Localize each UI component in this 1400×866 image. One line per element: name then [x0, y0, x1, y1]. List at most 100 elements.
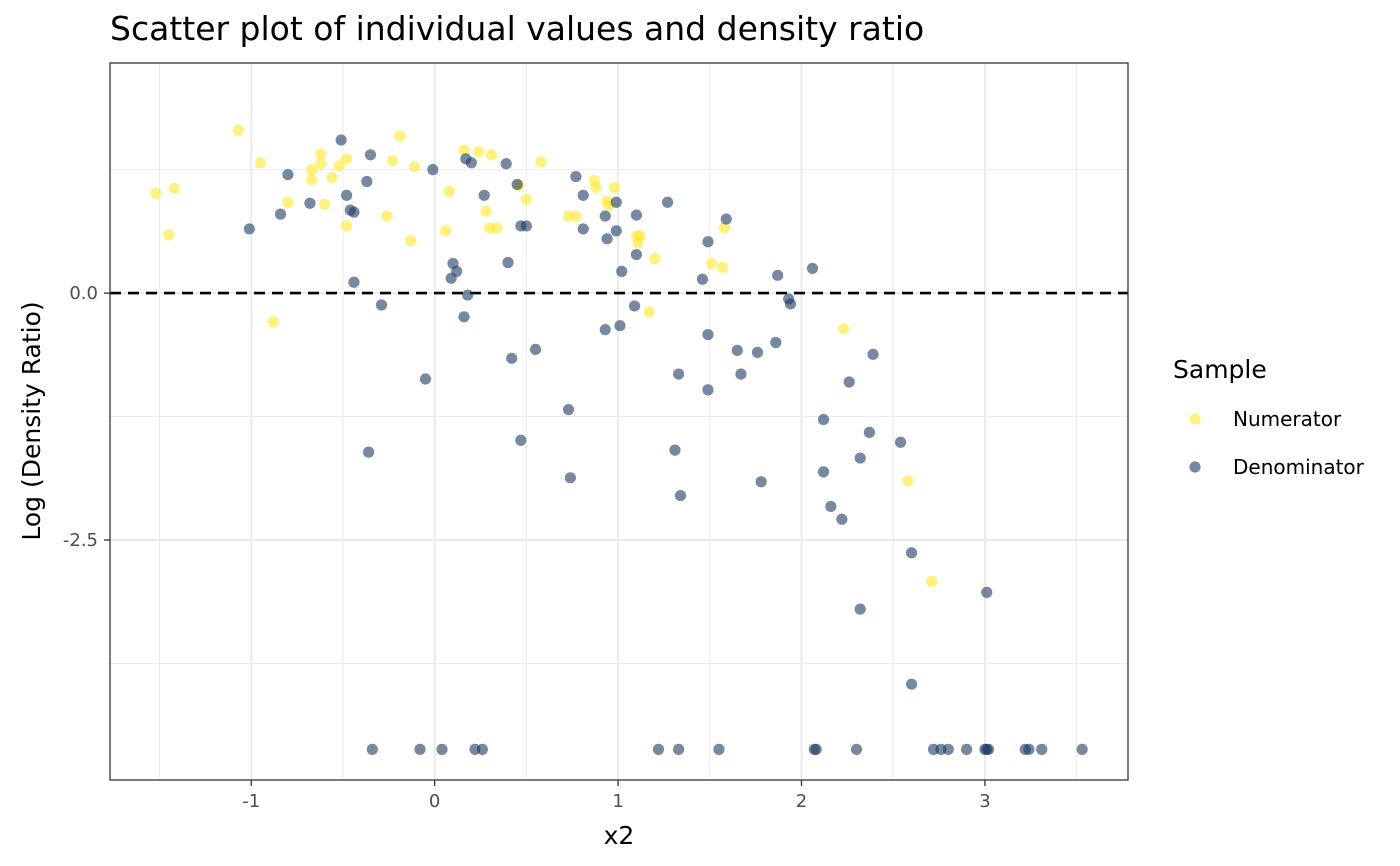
point-denominator	[511, 178, 523, 191]
point-denominator	[772, 269, 784, 281]
point-numerator	[333, 160, 345, 172]
point-denominator	[981, 586, 993, 598]
point-denominator	[894, 436, 907, 448]
point-numerator	[902, 475, 914, 487]
y-axis: 0.0 -2.5	[63, 283, 110, 551]
point-numerator	[458, 144, 470, 156]
point-denominator	[863, 426, 875, 438]
legend-label-numerator: Numerator	[1233, 407, 1342, 431]
point-denominator	[854, 603, 866, 615]
point-numerator	[649, 252, 661, 265]
point-denominator	[825, 500, 837, 513]
point-numerator	[405, 235, 417, 247]
point-denominator	[942, 743, 954, 755]
point-numerator	[326, 171, 338, 184]
point-denominator	[458, 311, 470, 323]
point-denominator	[960, 743, 973, 755]
point-numerator	[306, 164, 318, 176]
point-numerator	[485, 149, 498, 161]
point-denominator	[1023, 743, 1035, 755]
point-denominator	[500, 158, 512, 170]
point-numerator	[590, 181, 602, 194]
point-denominator	[515, 434, 527, 446]
point-numerator	[408, 161, 421, 173]
point-denominator	[702, 328, 714, 341]
panel-border	[109, 62, 1129, 781]
point-numerator	[643, 306, 655, 318]
point-denominator	[476, 743, 488, 755]
point-denominator	[375, 299, 388, 311]
y-axis-title: Log (Density Ratio)	[17, 301, 46, 540]
point-denominator	[529, 343, 542, 356]
x-tick-label: 1	[612, 791, 623, 812]
point-denominator	[243, 223, 256, 235]
point-denominator	[436, 743, 448, 755]
point-numerator	[634, 230, 646, 242]
point-denominator	[502, 256, 514, 269]
point-denominator	[577, 189, 589, 201]
point-numerator	[341, 153, 353, 165]
point-numerator	[480, 205, 492, 217]
x-tick-label: 3	[979, 791, 990, 812]
x-axis: -1 0 1 2 3	[242, 780, 991, 812]
point-denominator	[669, 444, 681, 456]
point-numerator	[341, 220, 353, 232]
point-denominator	[363, 446, 375, 458]
point-denominator	[905, 678, 918, 690]
point-denominator	[867, 348, 879, 360]
point-denominator	[784, 298, 797, 310]
point-denominator	[720, 213, 732, 225]
point-numerator	[254, 157, 267, 169]
point-numerator	[535, 156, 547, 168]
point-numerator	[608, 181, 621, 194]
point-denominator	[982, 743, 995, 755]
point-numerator	[443, 185, 455, 197]
point-denominator	[673, 743, 685, 755]
data-points	[150, 124, 1088, 755]
point-denominator	[419, 373, 432, 385]
point-numerator	[319, 198, 331, 210]
point-denominator	[817, 413, 830, 426]
point-numerator	[282, 196, 294, 208]
point-denominator	[564, 472, 576, 484]
point-denominator	[616, 265, 628, 277]
point-denominator	[506, 352, 518, 364]
point-denominator	[304, 197, 316, 209]
y-tick-label: -2.5	[63, 530, 98, 551]
point-numerator	[163, 229, 175, 241]
point-numerator	[718, 222, 731, 234]
legend-key-numerator	[1189, 413, 1201, 425]
point-denominator	[366, 743, 378, 755]
x-axis-title: x2	[604, 821, 635, 850]
point-denominator	[427, 164, 439, 176]
point-denominator	[478, 189, 490, 201]
point-numerator	[706, 257, 718, 270]
point-denominator	[282, 168, 294, 181]
point-denominator	[577, 223, 589, 235]
point-denominator	[674, 489, 687, 502]
plot-area	[109, 62, 1129, 781]
point-numerator	[520, 193, 532, 205]
point-denominator	[335, 134, 347, 146]
point-denominator	[451, 265, 463, 277]
point-numerator	[394, 130, 406, 142]
point-denominator	[465, 157, 477, 169]
point-denominator	[843, 376, 855, 388]
point-numerator	[473, 146, 485, 158]
point-denominator	[630, 248, 643, 261]
point-denominator	[364, 149, 377, 161]
chart-title: Scatter plot of individual values and de…	[110, 9, 924, 48]
point-denominator	[348, 276, 360, 288]
point-numerator	[386, 155, 399, 167]
point-denominator	[713, 743, 725, 755]
y-tick-label: 0.0	[69, 283, 98, 304]
point-denominator	[520, 220, 532, 232]
point-denominator	[274, 208, 287, 220]
point-denominator	[810, 743, 822, 755]
point-numerator	[491, 222, 503, 234]
point-numerator	[838, 323, 850, 335]
point-denominator	[599, 210, 611, 222]
point-denominator	[905, 547, 918, 559]
point-denominator	[630, 209, 643, 221]
point-denominator	[817, 466, 830, 478]
